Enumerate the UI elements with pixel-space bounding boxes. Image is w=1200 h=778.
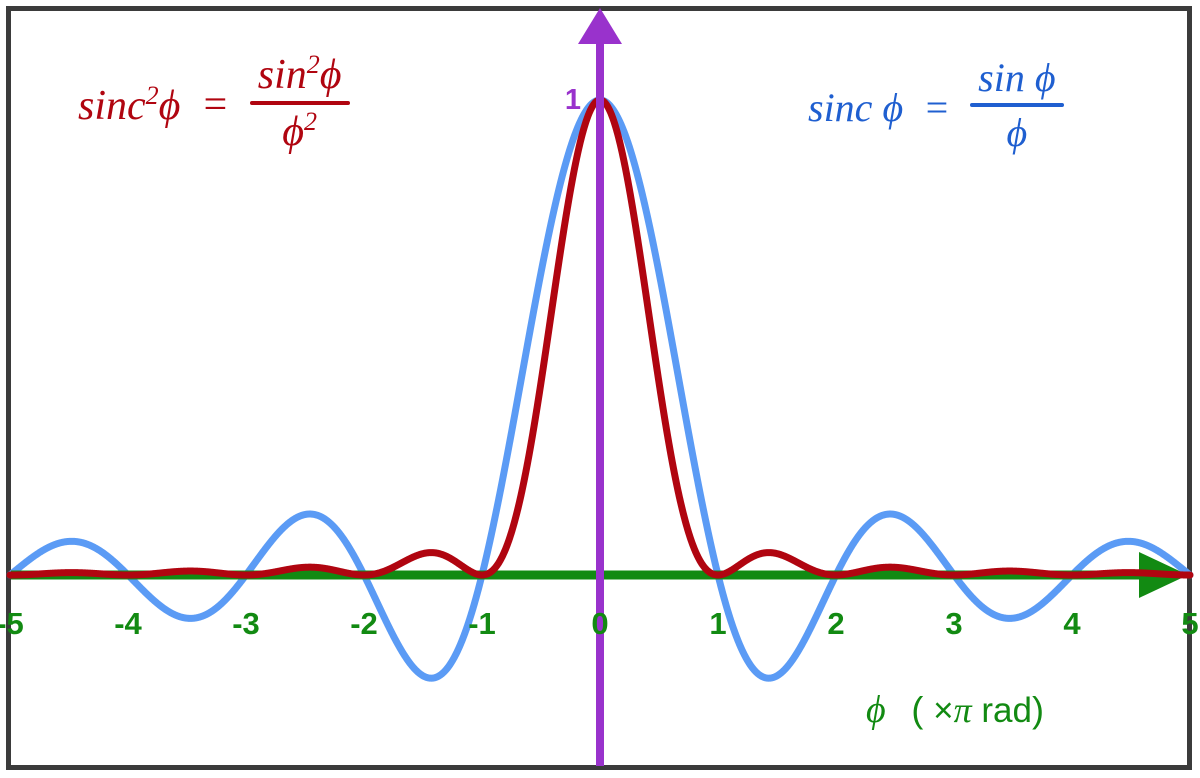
sinc-lhs-text: sinc: [808, 84, 873, 130]
sinc-squared-fraction-bar: [249, 101, 350, 105]
x-axis-tick-label-1: 1: [709, 606, 727, 641]
sinc-squared-lhs-variable: ϕ: [158, 82, 181, 129]
x-axis-tick-label-neg2: -2: [350, 606, 378, 641]
sinc-numerator-text: sin: [978, 55, 1025, 100]
x-axis-tick-label-neg4: -4: [114, 606, 142, 641]
x-axis-tick-label-neg3: -3: [232, 606, 260, 641]
y-axis-arrow-icon: [578, 8, 622, 44]
sinc-denominator: ϕ: [1006, 110, 1028, 155]
sinc-squared-numerator: sin2ϕ: [250, 50, 350, 101]
sinc-equals: =: [923, 84, 951, 130]
x-axis-tick-label-4: 4: [1063, 606, 1081, 641]
sinc-numerator: sin ϕ: [970, 54, 1063, 103]
sinc-squared-numerator-exponent: 2: [306, 50, 320, 79]
sinc-squared-numerator-text: sin: [257, 52, 307, 98]
sinc-lhs: sinc ϕ: [808, 84, 903, 131]
sinc-squared-lhs: sinc2ϕ: [78, 81, 180, 130]
sinc-squared-fraction: sin2ϕ ϕ2: [249, 50, 350, 156]
sinc-lhs-variable: ϕ: [882, 84, 904, 130]
annotation-sinc-formula: sinc ϕ = sin ϕ ϕ: [808, 54, 1064, 158]
x-axis-caption-open-paren: (: [911, 689, 924, 730]
sinc-fraction: sin ϕ ϕ: [970, 54, 1064, 156]
sinc-numerator-variable: ϕ: [1034, 55, 1056, 100]
x-axis-caption: ϕ ( ×π rad): [866, 688, 1044, 732]
sinc-squared-denominator-text: ϕ: [282, 109, 305, 155]
sinc-squared-numerator-variable: ϕ: [319, 52, 342, 98]
x-axis-caption-unit: rad: [981, 691, 1032, 730]
x-axis-caption-close-paren: ): [1031, 689, 1044, 730]
x-axis-tick-label-2: 2: [827, 606, 845, 641]
x-axis-tick-label-5: 5: [1181, 606, 1199, 641]
x-axis-tick-label-3: 3: [945, 606, 963, 641]
x-axis-tick-label-0: 0: [591, 606, 609, 641]
sinc-squared-lhs-text: sinc: [78, 82, 146, 129]
x-axis-caption-pi: π: [953, 690, 972, 730]
y-axis-tick-label-1: 1: [564, 84, 581, 116]
x-axis-caption-variable: ϕ: [866, 689, 886, 731]
sinc-squared-equals: =: [200, 82, 230, 128]
x-axis-tick-label-neg1: -1: [468, 606, 496, 641]
sinc-fraction-bar: [970, 103, 1064, 107]
sinc-squared-lhs-exponent: 2: [145, 80, 159, 110]
sinc-squared-denominator-exponent: 2: [304, 107, 318, 136]
sinc-squared-denominator: ϕ2: [250, 105, 350, 156]
annotation-sinc-squared-formula: sinc2ϕ = sin2ϕ ϕ2: [78, 50, 350, 158]
x-axis-caption-times: ×: [933, 691, 954, 730]
x-axis-tick-label-neg5: -5: [0, 606, 24, 641]
